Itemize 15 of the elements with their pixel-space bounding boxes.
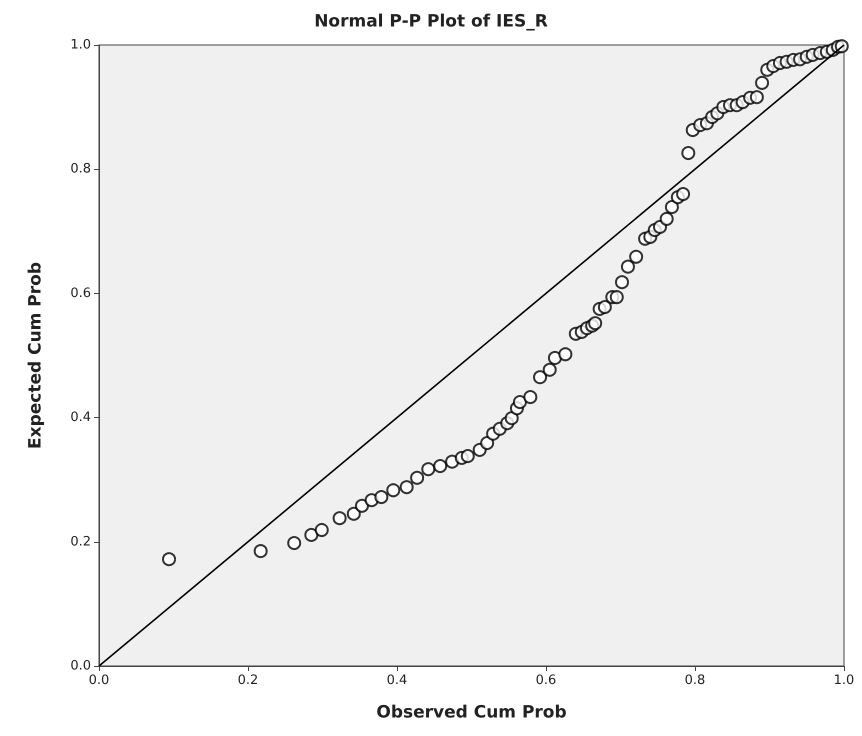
chart-title: Normal P-P Plot of IES_R — [314, 12, 548, 32]
x-tick-label: 0.0 — [88, 673, 110, 688]
x-tick-label: 0.6 — [536, 673, 556, 688]
y-axis-title: Expected Cum Prob — [26, 262, 46, 449]
y-tick-label: 0.8 — [70, 162, 91, 177]
y-tick-label: 0.2 — [70, 534, 91, 550]
x-tick-label: 1.0 — [834, 673, 854, 688]
x-tick-label: 0.8 — [684, 673, 706, 688]
y-tick-label: 1.0 — [70, 38, 91, 52]
y-tick-label: 0.0 — [70, 658, 91, 674]
y-tick-label: 0.6 — [70, 286, 91, 301]
x-tick-label: 0.2 — [238, 673, 258, 688]
y-tick-label: 0.4 — [70, 410, 91, 426]
x-axis-title: Observed Cum Prob — [376, 702, 567, 722]
x-tick-label: 0.4 — [386, 673, 408, 688]
